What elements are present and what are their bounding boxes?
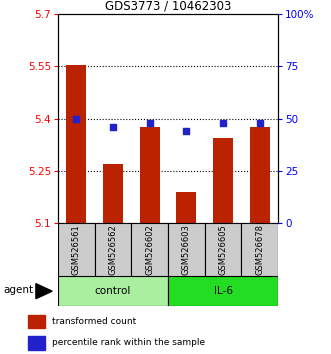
- Point: [73, 116, 79, 121]
- Text: GSM526605: GSM526605: [218, 224, 227, 275]
- Point: [220, 120, 226, 126]
- Text: transformed count: transformed count: [52, 317, 137, 326]
- Bar: [213, 138, 233, 223]
- Text: percentile rank within the sample: percentile rank within the sample: [52, 338, 206, 347]
- Polygon shape: [36, 284, 52, 299]
- Text: GSM526678: GSM526678: [255, 224, 264, 275]
- Text: GSM526602: GSM526602: [145, 224, 154, 275]
- Text: GSM526562: GSM526562: [109, 224, 118, 275]
- Bar: [250, 127, 270, 223]
- Text: IL-6: IL-6: [213, 286, 232, 296]
- Bar: [176, 192, 196, 223]
- Point: [257, 120, 262, 126]
- Text: control: control: [95, 286, 131, 296]
- Bar: [168, 276, 278, 306]
- Bar: [28, 315, 45, 329]
- Text: GSM526603: GSM526603: [182, 224, 191, 275]
- Bar: [66, 65, 86, 223]
- Bar: [131, 223, 168, 276]
- Point: [184, 128, 189, 134]
- Text: GSM526561: GSM526561: [72, 224, 81, 275]
- Text: agent: agent: [3, 285, 33, 295]
- Point: [147, 120, 152, 126]
- Title: GDS3773 / 10462303: GDS3773 / 10462303: [105, 0, 231, 13]
- Bar: [28, 336, 45, 350]
- Bar: [168, 223, 205, 276]
- Bar: [140, 127, 160, 223]
- Bar: [58, 223, 95, 276]
- Bar: [241, 223, 278, 276]
- Bar: [205, 223, 241, 276]
- Bar: [95, 223, 131, 276]
- Bar: [58, 276, 168, 306]
- Point: [110, 124, 116, 130]
- Bar: [103, 164, 123, 223]
